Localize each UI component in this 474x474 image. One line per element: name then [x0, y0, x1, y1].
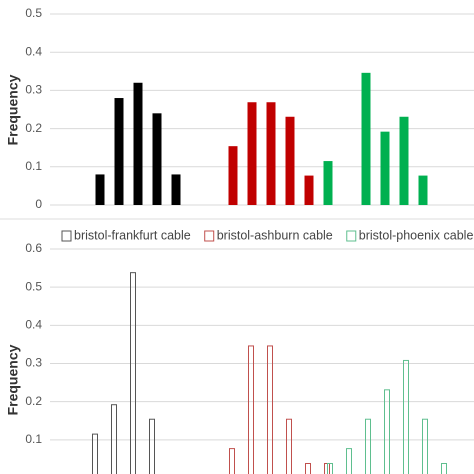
bar — [149, 418, 155, 474]
y-tick-label: 0.3 — [25, 356, 42, 370]
y-axis-title: Frequency — [5, 74, 21, 145]
bar — [248, 345, 254, 474]
y-tick-label: 0.2 — [25, 394, 42, 408]
bar — [95, 174, 105, 205]
bar — [327, 462, 333, 474]
bar — [267, 345, 273, 474]
bar — [285, 116, 295, 205]
bar — [133, 82, 143, 205]
bar — [171, 174, 181, 205]
y-tick-label: 0.1 — [25, 432, 42, 446]
y-tick-label: 0.3 — [25, 83, 42, 97]
bar — [286, 418, 292, 474]
y-tick-label: 0.4 — [25, 44, 42, 58]
bar — [422, 418, 428, 474]
bar — [305, 462, 311, 474]
bar — [92, 433, 98, 474]
bar — [365, 418, 371, 474]
y-tick-label: 0.1 — [25, 159, 42, 173]
legend-label: bristol-ashburn cable — [217, 228, 333, 242]
bar — [418, 175, 428, 205]
bar — [323, 161, 333, 205]
bar — [304, 175, 314, 205]
legend-swatch — [204, 230, 215, 242]
bar — [266, 102, 276, 205]
bar — [228, 146, 238, 205]
bar — [114, 98, 124, 205]
bar — [361, 72, 371, 205]
y-tick-label: 0.5 — [25, 6, 42, 20]
y-tick-label: 0.4 — [25, 318, 42, 332]
bar — [152, 113, 162, 205]
bar — [384, 389, 390, 474]
legend-label: bristol-phoenix cable — [359, 228, 474, 242]
y-tick-label: 0.2 — [25, 121, 42, 135]
bar — [441, 462, 447, 474]
bar — [111, 404, 117, 474]
bar — [399, 116, 409, 205]
bar — [380, 131, 390, 205]
y-tick-label: 0.5 — [25, 279, 42, 293]
bar — [229, 448, 235, 474]
y-axis-title: Frequency — [5, 344, 21, 415]
legend-swatch — [61, 230, 72, 242]
bar — [130, 272, 136, 474]
y-tick-label: 0.6 — [25, 241, 42, 255]
y-tick-label: 0 — [35, 197, 42, 211]
bar — [247, 102, 257, 205]
legend-label: bristol-frankfurt cable — [74, 228, 191, 242]
bar — [346, 448, 352, 474]
bar — [403, 359, 409, 474]
legend-swatch — [346, 230, 357, 242]
